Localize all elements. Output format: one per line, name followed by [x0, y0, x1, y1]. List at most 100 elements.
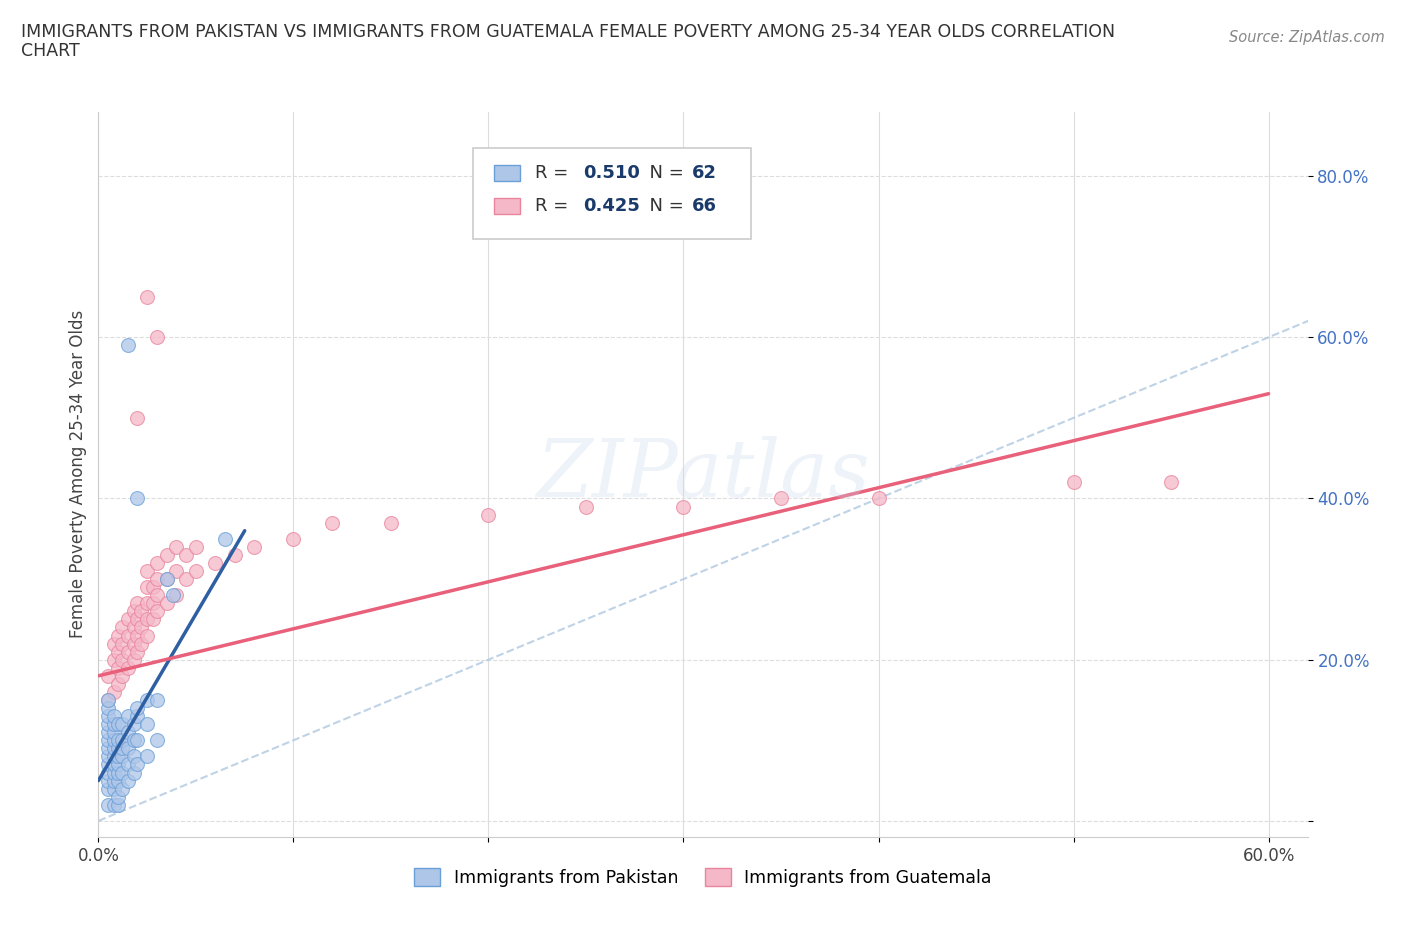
Point	[156, 596, 179, 611]
FancyBboxPatch shape	[494, 198, 520, 214]
Point	[111, 749, 134, 764]
Point	[122, 765, 145, 780]
Point	[111, 636, 134, 651]
Point	[162, 588, 184, 603]
Point	[107, 773, 129, 788]
Point	[127, 612, 149, 627]
Point	[127, 700, 149, 715]
Point	[117, 724, 139, 739]
Point	[107, 628, 129, 643]
Point	[136, 564, 159, 578]
Point	[97, 693, 120, 708]
Point	[103, 797, 125, 812]
Point	[142, 579, 165, 594]
Point	[142, 612, 165, 627]
Point	[224, 548, 246, 563]
Point	[97, 781, 120, 796]
Text: N =: N =	[638, 165, 689, 182]
Point	[477, 507, 499, 522]
Point	[103, 733, 125, 748]
Point	[146, 555, 169, 570]
Point	[122, 717, 145, 732]
Point	[117, 660, 139, 675]
Text: R =: R =	[534, 197, 574, 215]
Point	[380, 515, 402, 530]
Point	[107, 797, 129, 812]
Point	[107, 749, 129, 764]
Point	[107, 757, 129, 772]
Point	[111, 733, 134, 748]
Point	[1160, 475, 1182, 490]
Point	[127, 628, 149, 643]
Point	[111, 717, 134, 732]
Point	[103, 741, 125, 756]
Point	[97, 773, 120, 788]
Point	[97, 700, 120, 715]
Text: CHART: CHART	[21, 42, 80, 60]
Point	[136, 596, 159, 611]
Point	[97, 709, 120, 724]
FancyBboxPatch shape	[494, 166, 520, 181]
Point	[97, 757, 120, 772]
Point	[97, 765, 120, 780]
Point	[103, 757, 125, 772]
Text: R =: R =	[534, 165, 574, 182]
Point	[136, 289, 159, 304]
Text: 0.425: 0.425	[583, 197, 640, 215]
Point	[283, 531, 305, 546]
Point	[146, 604, 169, 618]
Point	[107, 676, 129, 691]
Point	[156, 572, 179, 587]
Point	[136, 612, 159, 627]
Text: 62: 62	[692, 165, 717, 182]
Point	[214, 531, 236, 546]
Point	[146, 330, 169, 345]
Point	[146, 588, 169, 603]
Text: N =: N =	[638, 197, 689, 215]
Point	[127, 733, 149, 748]
Point	[122, 733, 145, 748]
Point	[103, 717, 125, 732]
Point	[136, 579, 159, 594]
Point	[165, 564, 187, 578]
Point	[117, 338, 139, 352]
Point	[107, 660, 129, 675]
Point	[111, 652, 134, 667]
Point	[127, 757, 149, 772]
Point	[127, 491, 149, 506]
Point	[97, 669, 120, 684]
Point	[117, 709, 139, 724]
Point	[117, 773, 139, 788]
Point	[136, 717, 159, 732]
Point	[103, 781, 125, 796]
Point	[174, 548, 197, 563]
Point	[136, 693, 159, 708]
Point	[107, 741, 129, 756]
Point	[111, 781, 134, 796]
Point	[117, 741, 139, 756]
Point	[103, 652, 125, 667]
Y-axis label: Female Poverty Among 25-34 Year Olds: Female Poverty Among 25-34 Year Olds	[69, 311, 87, 638]
Point	[868, 491, 890, 506]
Point	[103, 684, 125, 699]
Point	[107, 644, 129, 659]
Point	[136, 628, 159, 643]
Point	[103, 773, 125, 788]
Point	[243, 539, 266, 554]
Point	[107, 733, 129, 748]
Point	[136, 749, 159, 764]
Point	[174, 572, 197, 587]
Point	[107, 765, 129, 780]
Point	[97, 693, 120, 708]
FancyBboxPatch shape	[474, 148, 751, 239]
Point	[103, 636, 125, 651]
Point	[184, 564, 207, 578]
Point	[117, 644, 139, 659]
Point	[97, 749, 120, 764]
Point	[146, 733, 169, 748]
Text: ZIPatlas: ZIPatlas	[536, 435, 870, 513]
Point	[122, 604, 145, 618]
Point	[111, 620, 134, 635]
Point	[204, 555, 226, 570]
Point	[127, 596, 149, 611]
